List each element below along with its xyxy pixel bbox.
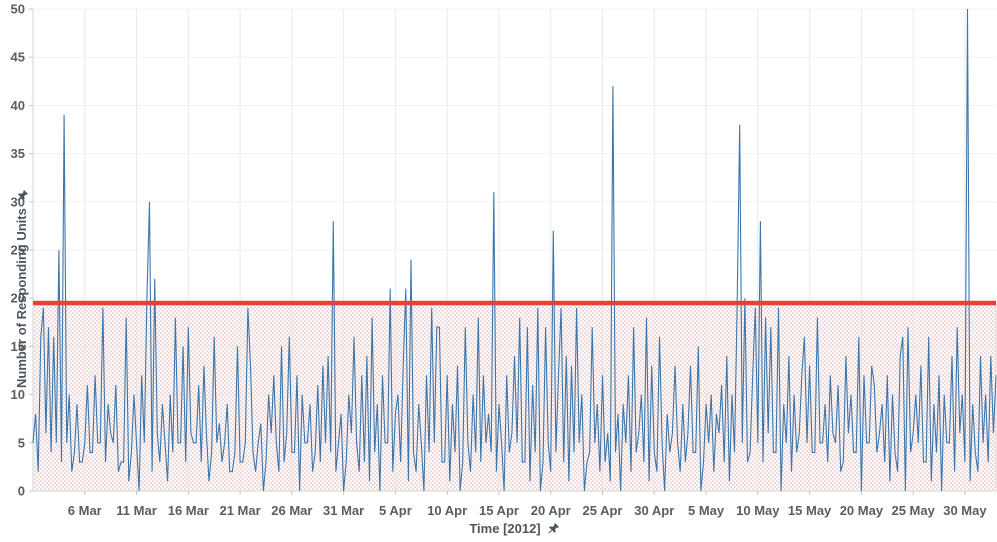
x-tick-label: 25 Apr: [583, 503, 623, 518]
x-tick-label: 5 Apr: [379, 503, 412, 518]
y-axis-title: Number of Responding Units: [14, 189, 29, 388]
x-tick-label: 20 May: [840, 503, 884, 518]
y-tick-label: 0: [18, 484, 25, 499]
x-tick-label: 10 May: [736, 503, 780, 518]
y-tick-label: 45: [11, 50, 25, 65]
x-tick-label: 30 Apr: [634, 503, 674, 518]
threshold-line-layer: [33, 300, 996, 306]
x-tick-label: 26 Mar: [271, 503, 312, 518]
y-tick-label: 30: [11, 194, 25, 209]
tick-labels: 0 5 10 15 20 25 30 35 40 45 50 6 Mar 11 Mar 16 Mar 21 …: [11, 2, 988, 519]
y-tick-label: 10: [11, 387, 25, 402]
pushpin-icon: [548, 522, 559, 534]
x-tick-label: 15 May: [788, 503, 832, 518]
series-line: [32, 8, 997, 492]
x-tick-label: 11 Mar: [116, 503, 156, 518]
y-tick-label: 5: [18, 435, 25, 450]
y-tick-label: 35: [11, 146, 25, 161]
x-tick-label: 30 May: [943, 503, 987, 518]
x-tick-label: 20 Apr: [531, 503, 571, 518]
x-tick-label: 16 Mar: [168, 503, 209, 518]
y-tick-label: 40: [11, 98, 25, 113]
y-tick-label: 25: [11, 243, 25, 258]
axes: [29, 8, 996, 495]
x-tick-label: 15 Apr: [479, 503, 519, 518]
x-axis-title-text: Time [2012]: [469, 521, 541, 536]
y-tick-label: 15: [11, 339, 25, 354]
danger-region: [32, 302, 997, 492]
x-tick-label: 25 May: [891, 503, 935, 518]
danger-region-fill: [32, 302, 997, 492]
x-tick-label: 21 Mar: [219, 503, 260, 518]
x-tick-label: 10 Apr: [427, 503, 467, 518]
x-tick-label: 5 May: [688, 503, 725, 518]
x-tick-label: 6 Mar: [68, 503, 102, 518]
y-axis-title-text: Number of Responding Units: [14, 208, 29, 388]
y-tick-label: 20: [11, 291, 25, 306]
plot-area[interactable]: [33, 9, 996, 491]
x-tick-label: 31 Mar: [323, 503, 364, 518]
pushpin-icon: [16, 190, 28, 201]
x-axis-title: Time [2012]: [33, 521, 996, 536]
series-layer: [32, 8, 997, 492]
y-tick-label: 50: [11, 2, 25, 17]
threshold-line: [33, 300, 996, 306]
